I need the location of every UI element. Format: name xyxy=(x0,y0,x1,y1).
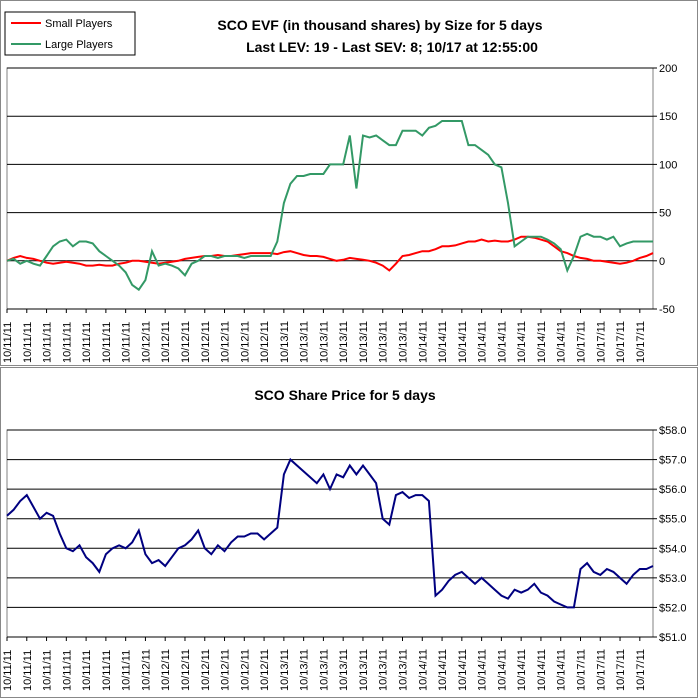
x-tick-label: 10/17/11 xyxy=(595,321,607,363)
x-tick-label: 10/12/11 xyxy=(200,649,212,691)
x-tick-label: 10/12/11 xyxy=(140,321,152,363)
y-tick-label: 100 xyxy=(659,159,677,171)
x-tick-label: 10/17/11 xyxy=(635,321,647,363)
x-tick-label: 10/11/11 xyxy=(81,650,93,691)
x-tick-label: 10/14/11 xyxy=(437,321,449,363)
x-tick-label: 10/11/11 xyxy=(101,322,113,363)
x-tick-label: 10/14/11 xyxy=(496,649,508,691)
y-tick-label: $57.0 xyxy=(659,455,687,467)
y-tick-label: $51.0 xyxy=(659,632,687,644)
x-tick-label: 10/12/11 xyxy=(239,649,251,691)
x-tick-label: 10/12/11 xyxy=(259,321,271,363)
x-tick-label: 10/12/11 xyxy=(239,321,251,363)
y-tick-label: $58.0 xyxy=(659,425,687,437)
x-tick-label: 10/13/11 xyxy=(299,321,311,363)
y-tick-label: 150 xyxy=(659,111,677,123)
y-tick-label: $54.0 xyxy=(659,543,687,555)
y-tick-label: $55.0 xyxy=(659,514,687,526)
x-tick-label: 10/13/11 xyxy=(398,649,410,691)
x-tick-label: 10/14/11 xyxy=(536,649,548,691)
x-tick-label: 10/11/11 xyxy=(42,650,54,691)
plot-area xyxy=(6,67,654,310)
chart-subtitle: Last LEV: 19 - Last SEV: 8; 10/17 at 12:… xyxy=(246,39,538,55)
x-tick-label: 10/14/11 xyxy=(556,321,568,363)
x-tick-label: 10/14/11 xyxy=(437,649,449,691)
x-tick-label: 10/12/11 xyxy=(180,321,192,363)
x-tick-label: 10/11/11 xyxy=(2,650,14,691)
y-tick-label: 50 xyxy=(659,208,671,220)
y-tick-label: -50 xyxy=(659,304,675,316)
x-tick-label: 10/14/11 xyxy=(457,321,469,363)
x-tick-label: 10/12/11 xyxy=(140,649,152,691)
x-tick-label: 10/11/11 xyxy=(61,322,73,363)
chart-title: SCO Share Price for 5 days xyxy=(254,387,436,403)
x-tick-label: 10/14/11 xyxy=(516,321,528,363)
x-tick-label: 10/11/11 xyxy=(121,650,133,691)
x-tick-label: 10/11/11 xyxy=(22,322,34,363)
y-tick-label: $56.0 xyxy=(659,484,687,496)
x-tick-label: 10/13/11 xyxy=(358,321,370,363)
y-tick-label: 0 xyxy=(659,256,665,268)
x-tick-label: 10/13/11 xyxy=(318,649,330,691)
x-tick-label: 10/13/11 xyxy=(279,649,291,691)
x-tick-label: 10/14/11 xyxy=(417,649,429,691)
x-tick-label: 10/13/11 xyxy=(299,649,311,691)
x-tick-label: 10/11/11 xyxy=(22,650,34,691)
y-tick-label: $53.0 xyxy=(659,573,687,585)
x-tick-label: 10/13/11 xyxy=(378,649,390,691)
x-tick-label: 10/14/11 xyxy=(457,649,469,691)
x-tick-label: 10/17/11 xyxy=(595,649,607,691)
x-tick-label: 10/13/11 xyxy=(358,649,370,691)
x-tick-label: 10/13/11 xyxy=(338,649,350,691)
y-tick-label: $52.0 xyxy=(659,602,687,614)
x-tick-label: 10/14/11 xyxy=(496,321,508,363)
x-tick-label: 10/11/11 xyxy=(2,322,14,363)
x-tick-label: 10/17/11 xyxy=(615,649,627,691)
x-tick-label: 10/14/11 xyxy=(417,321,429,363)
x-tick-label: 10/13/11 xyxy=(279,321,291,363)
x-tick-label: 10/11/11 xyxy=(121,322,133,363)
series-line xyxy=(6,457,654,609)
series-line xyxy=(6,120,653,292)
series-line xyxy=(6,235,654,272)
x-tick-label: 10/11/11 xyxy=(101,650,113,691)
legend-box xyxy=(4,11,136,56)
x-tick-label: 10/12/11 xyxy=(160,649,172,691)
x-tick-label: 10/11/11 xyxy=(81,322,93,363)
x-tick-label: 10/14/11 xyxy=(536,321,548,363)
x-tick-label: 10/13/11 xyxy=(398,321,410,363)
x-tick-label: 10/13/11 xyxy=(378,321,390,363)
plot-area xyxy=(6,429,654,638)
x-tick-label: 10/17/11 xyxy=(635,649,647,691)
x-tick-label: 10/17/11 xyxy=(575,649,587,691)
legend-label: Large Players xyxy=(45,39,113,51)
x-tick-label: 10/14/11 xyxy=(556,649,568,691)
x-tick-label: 10/12/11 xyxy=(180,649,192,691)
x-tick-label: 10/12/11 xyxy=(200,321,212,363)
x-tick-label: 10/14/11 xyxy=(477,649,489,691)
x-tick-label: 10/12/11 xyxy=(220,649,232,691)
x-tick-label: 10/12/11 xyxy=(160,321,172,363)
x-tick-label: 10/13/11 xyxy=(338,321,350,363)
x-tick-label: 10/17/11 xyxy=(615,321,627,363)
x-tick-label: 10/17/11 xyxy=(575,321,587,363)
chart-title: SCO EVF (in thousand shares) by Size for… xyxy=(217,17,542,33)
legend-label: Small Players xyxy=(45,18,113,30)
x-tick-label: 10/12/11 xyxy=(220,321,232,363)
x-tick-label: 10/14/11 xyxy=(477,321,489,363)
x-tick-label: 10/12/11 xyxy=(259,649,271,691)
y-tick-label: 200 xyxy=(659,63,677,75)
x-tick-label: 10/13/11 xyxy=(318,321,330,363)
x-tick-label: 10/11/11 xyxy=(61,650,73,691)
x-tick-label: 10/11/11 xyxy=(42,322,54,363)
x-tick-label: 10/14/11 xyxy=(516,649,528,691)
